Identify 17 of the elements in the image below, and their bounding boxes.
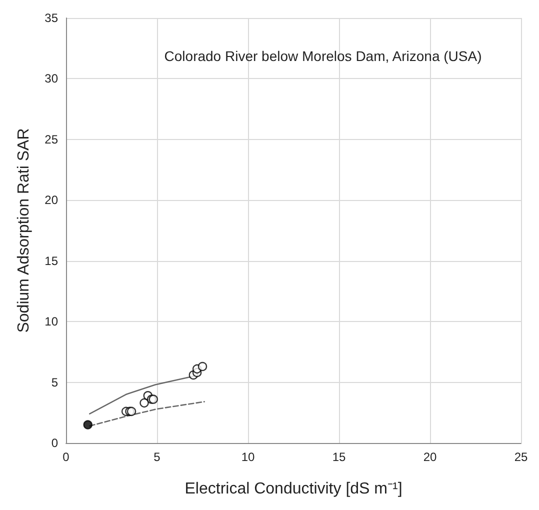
x-tick-label: 5	[154, 450, 161, 464]
x-axis-title: Electrical Conductivity [dS m⁻¹]	[184, 480, 402, 498]
x-tick-label: 25	[514, 450, 528, 464]
y-tick-label: 25	[44, 132, 58, 146]
x-tick-label: 0	[62, 450, 70, 464]
x-tick-label: 10	[241, 450, 255, 464]
y-tick-label: 15	[44, 254, 58, 268]
y-tick-label: 35	[44, 11, 58, 25]
y-tick-label: 5	[51, 375, 58, 390]
y-tick-label: 30	[44, 72, 58, 86]
y-tick-label: 10	[44, 314, 58, 329]
x-tick-label: 20	[423, 450, 437, 464]
y-tick-label: 20	[44, 193, 58, 208]
y-axis-title: Sodium Adsorption Rati SAR	[16, 128, 32, 333]
text: Colorado River below Morelos Dam, Arizona (USA)	[164, 48, 482, 64]
y-tick-label: 0	[51, 436, 58, 450]
x-tick-label: 15	[332, 450, 346, 464]
